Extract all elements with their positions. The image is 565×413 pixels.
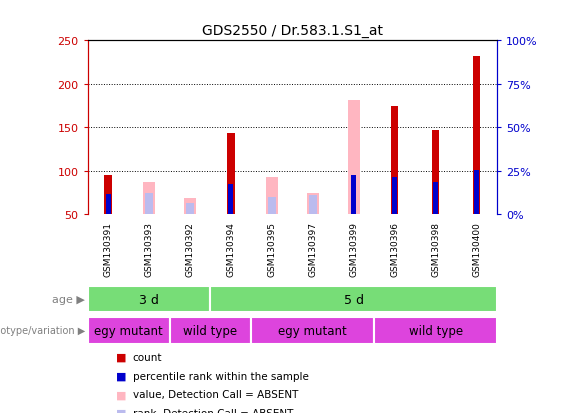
Bar [105,176,112,215]
Text: count: count [133,352,162,362]
Text: GSM130400: GSM130400 [472,221,481,276]
Bar [309,196,316,215]
Text: wild type: wild type [408,324,463,337]
Bar [106,195,111,215]
Bar [88,317,170,344]
Text: GSM130391: GSM130391 [103,221,112,276]
Bar [432,131,440,215]
Text: GSM130399: GSM130399 [349,221,358,276]
Bar [211,286,497,313]
Text: value, Detection Call = ABSENT: value, Detection Call = ABSENT [133,389,298,399]
Text: rank, Detection Call = ABSENT: rank, Detection Call = ABSENT [133,408,293,413]
Text: egy mutant: egy mutant [279,324,347,337]
Text: percentile rank within the sample: percentile rank within the sample [133,371,308,381]
Text: genotype/variation ▶: genotype/variation ▶ [0,325,85,335]
Bar [184,198,195,215]
Bar [392,178,397,215]
Text: ■: ■ [116,371,127,381]
Bar [348,100,359,215]
Bar [170,317,251,344]
Bar [227,134,234,215]
Text: wild type: wild type [184,324,237,337]
Bar [88,286,211,313]
Bar [268,197,276,215]
Text: GSM130393: GSM130393 [145,221,154,276]
Bar [374,317,497,344]
Text: GSM130396: GSM130396 [390,221,399,276]
Bar [307,193,319,215]
Bar [433,183,438,215]
Bar [186,204,194,215]
Bar [351,176,357,215]
Bar [266,178,277,215]
Text: GSM130392: GSM130392 [185,221,194,276]
Bar [144,183,155,215]
Text: 3 d: 3 d [139,293,159,306]
Text: age ▶: age ▶ [52,294,85,304]
Bar [251,317,375,344]
Text: GSM130395: GSM130395 [267,221,276,276]
Bar [228,184,233,215]
Bar [391,106,398,215]
Bar [473,57,480,215]
Bar [145,193,153,215]
Text: 5 d: 5 d [344,293,364,306]
Text: GSM130397: GSM130397 [308,221,318,276]
Text: ■: ■ [116,389,127,399]
Bar [474,171,479,215]
Title: GDS2550 / Dr.583.1.S1_at: GDS2550 / Dr.583.1.S1_at [202,24,383,38]
Text: GSM130398: GSM130398 [431,221,440,276]
Text: GSM130394: GSM130394 [227,221,236,276]
Text: egy mutant: egy mutant [94,324,163,337]
Text: ■: ■ [116,352,127,362]
Text: ■: ■ [116,408,127,413]
